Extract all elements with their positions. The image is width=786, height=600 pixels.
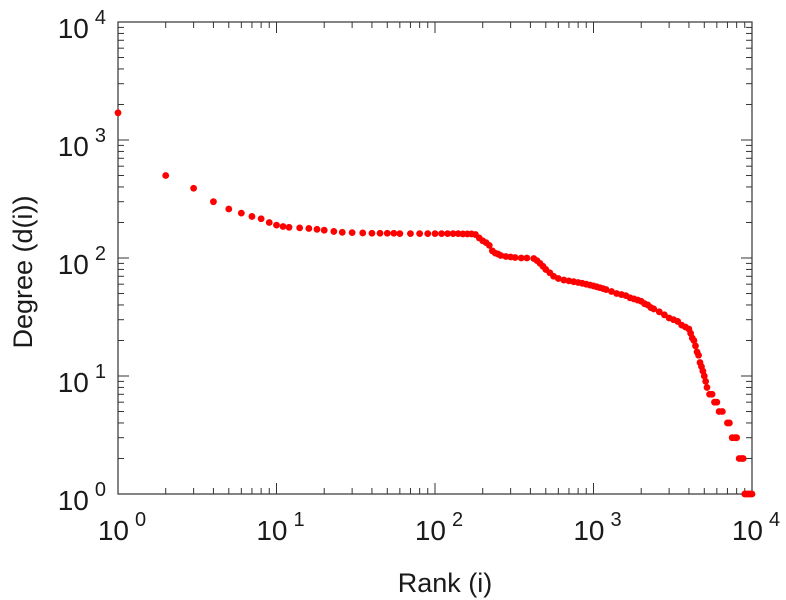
x-tick-label: 10 0: [98, 509, 146, 546]
data-point: [517, 254, 525, 262]
y-tick-label-exponent: 1: [95, 361, 106, 383]
x-tick-label-exponent: 1: [294, 509, 305, 531]
y-tick-label-base: 10: [58, 13, 89, 44]
data-point: [390, 229, 398, 237]
data-point: [320, 226, 328, 234]
x-tick-label-exponent: 3: [611, 509, 622, 531]
data-point: [700, 372, 708, 380]
data-point: [692, 342, 699, 350]
y-tick-label: 10 4: [58, 7, 106, 44]
x-tick-label-exponent: 2: [452, 509, 463, 531]
data-point: [330, 228, 338, 235]
y-tick-label-base: 10: [58, 249, 89, 280]
plot-frame: [117, 21, 753, 495]
data-point: [273, 221, 280, 229]
data-point: [702, 377, 710, 385]
data-point: [733, 434, 741, 442]
data-point: [511, 254, 519, 261]
data-point: [608, 288, 615, 295]
data-point: [359, 229, 367, 237]
data-point: [338, 228, 346, 236]
data-point: [210, 198, 217, 206]
data-point: [695, 351, 702, 359]
data-point: [713, 398, 721, 406]
data-point: [396, 230, 404, 237]
data-point: [690, 337, 698, 344]
x-tick-label: 10 2: [415, 509, 463, 546]
data-point: [225, 205, 233, 213]
data-point: [560, 276, 568, 284]
y-tick-label: 10 1: [58, 361, 106, 398]
data-point: [376, 229, 384, 237]
x-tick-label-base: 10: [732, 515, 763, 546]
data-point: [703, 384, 711, 391]
y-tick-label-exponent: 4: [95, 7, 106, 29]
data-point: [739, 455, 747, 462]
data-point: [449, 230, 457, 237]
data-point: [708, 390, 716, 398]
x-tick-label: 10 4: [732, 509, 780, 546]
data-point: [718, 408, 726, 415]
x-tick-label-base: 10: [256, 515, 287, 546]
y-tick-label-exponent: 2: [95, 243, 106, 265]
data-point: [313, 225, 321, 233]
data-point: [424, 230, 432, 237]
data-point: [285, 223, 293, 231]
y-tick-label-base: 10: [58, 485, 89, 516]
data-point: [348, 229, 356, 237]
data-point: [431, 230, 439, 237]
data-point: [162, 172, 170, 179]
y-tick-label-exponent: 3: [95, 125, 106, 147]
data-point: [655, 308, 663, 316]
y-tick-label: 10 0: [58, 479, 106, 516]
x-tick-label-base: 10: [415, 515, 446, 546]
data-point: [248, 213, 256, 220]
data-point: [257, 215, 265, 223]
axes: [117, 21, 753, 495]
data-point: [554, 275, 562, 282]
data-point: [602, 286, 610, 293]
data-point: [438, 230, 445, 237]
tick-labels: 10 0 10 1 10 2 10 3 10 4 10 0 10 1 10 2 10 3 10 4: [58, 7, 780, 546]
x-tick-label: 10 1: [256, 509, 304, 546]
x-tick-label-exponent: 0: [135, 509, 146, 531]
x-tick-label: 10 3: [573, 509, 621, 546]
data-point: [407, 230, 414, 237]
data-point: [279, 223, 287, 230]
x-axis-title: Rank (i): [398, 568, 493, 598]
data-point: [296, 224, 304, 232]
data-point: [305, 225, 313, 232]
data-point: [416, 230, 424, 237]
data-point: [485, 241, 493, 249]
data-points: [114, 109, 756, 498]
data-point: [114, 109, 122, 117]
data-point: [444, 230, 451, 237]
y-tick-label: 10 2: [58, 243, 106, 280]
x-tick-label-exponent: 4: [769, 509, 780, 531]
data-point: [265, 219, 273, 226]
x-tick-label-base: 10: [573, 515, 604, 546]
y-tick-label-base: 10: [58, 131, 89, 162]
data-point: [237, 209, 245, 217]
data-point: [368, 229, 376, 237]
data-point: [748, 490, 756, 498]
data-point: [523, 254, 531, 262]
data-point: [725, 419, 733, 427]
data-point: [190, 184, 198, 192]
y-axis-title: Degree (d(i)): [8, 195, 38, 348]
y-tick-label-base: 10: [58, 367, 89, 398]
y-tick-label: 10 3: [58, 125, 106, 162]
y-tick-label-exponent: 0: [95, 479, 106, 501]
data-point: [497, 252, 505, 259]
data-point: [383, 229, 391, 237]
data-point: [650, 305, 658, 313]
x-tick-label-base: 10: [98, 515, 129, 546]
